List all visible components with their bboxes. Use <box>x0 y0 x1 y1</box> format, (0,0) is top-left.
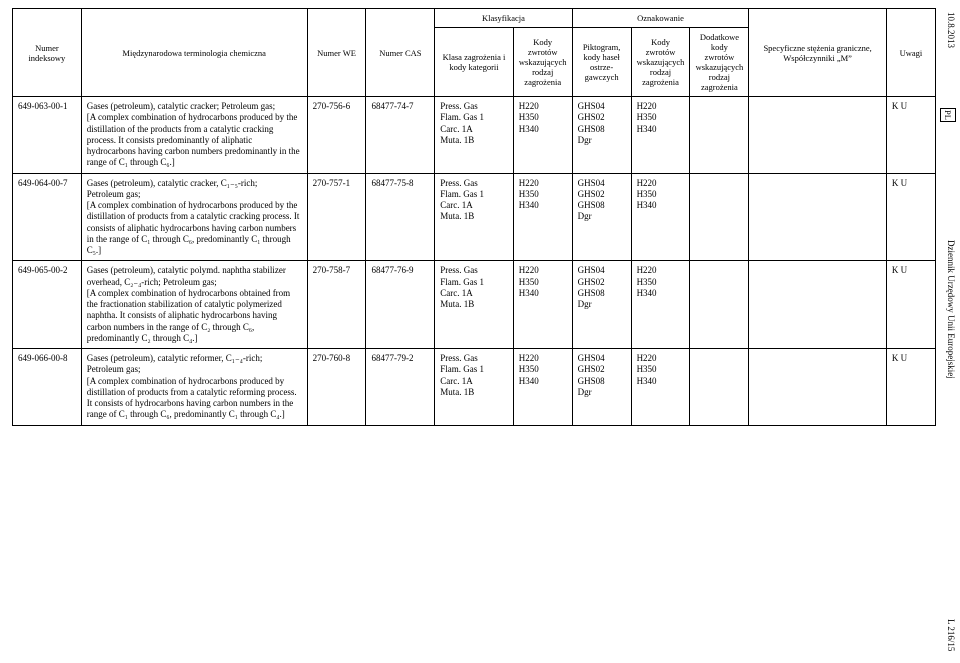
cell-kody1: H220H350H340 <box>513 97 572 174</box>
cell-uwagi: K U <box>886 349 935 426</box>
table-row: 649-064-00-7Gases (petroleum), catalytic… <box>13 173 936 261</box>
cell-term: Gases (petroleum), catalytic cracker, C₁… <box>81 173 307 261</box>
cell-kody1: H220H350H340 <box>513 261 572 349</box>
cell-idx: 649-065-00-2 <box>13 261 82 349</box>
cell-cas: 68477-79-2 <box>366 349 435 426</box>
cell-we: 270-760-8 <box>307 349 366 426</box>
cell-kody1: H220H350H340 <box>513 173 572 261</box>
cell-spec <box>749 349 886 426</box>
cell-klasa: Press. GasFlam. Gas 1Carc. 1AMuta. 1B <box>435 261 514 349</box>
cell-pikt: GHS04GHS02GHS08Dgr <box>572 173 631 261</box>
cell-kody2: H220H350H340 <box>631 349 690 426</box>
cell-spec <box>749 173 886 261</box>
hdr-spec: Specyficzne stężenia graniczne, Współczy… <box>749 9 886 97</box>
cell-we: 270-756-6 <box>307 97 366 174</box>
cell-uwagi: K U <box>886 173 935 261</box>
margin-lang: PL <box>940 108 956 122</box>
cell-we: 270-758-7 <box>307 261 366 349</box>
hdr-term: Międzynarodowa terminologia chemiczna <box>81 9 307 97</box>
cell-cas: 68477-76-9 <box>366 261 435 349</box>
cell-idx: 649-066-00-8 <box>13 349 82 426</box>
cell-term: Gases (petroleum), catalytic polymd. nap… <box>81 261 307 349</box>
cell-dod <box>690 97 749 174</box>
cell-cas: 68477-75-8 <box>366 173 435 261</box>
cell-spec <box>749 261 886 349</box>
cell-idx: 649-064-00-7 <box>13 173 82 261</box>
margin-page: L 216/15 <box>946 619 956 651</box>
hdr-we: Numer WE <box>307 9 366 97</box>
hdr-klasa: Klasa zagrożenia i kody kategorii <box>435 28 514 97</box>
cell-dod <box>690 173 749 261</box>
cell-kody2: H220H350H340 <box>631 173 690 261</box>
cell-term: Gases (petroleum), catalytic cracker; Pe… <box>81 97 307 174</box>
cell-cas: 68477-74-7 <box>366 97 435 174</box>
hdr-oznakowanie: Oznakowanie <box>572 9 749 28</box>
cell-we: 270-757-1 <box>307 173 366 261</box>
cell-kody2: H220H350H340 <box>631 261 690 349</box>
hdr-cas: Numer CAS <box>366 9 435 97</box>
cell-klasa: Press. GasFlam. Gas 1Carc. 1AMuta. 1B <box>435 97 514 174</box>
hdr-kody2: Kody zwrotów wskazujących rodzaj zagroże… <box>631 28 690 97</box>
cell-spec <box>749 97 886 174</box>
cell-term: Gases (petroleum), catalytic reformer, C… <box>81 349 307 426</box>
table-body: 649-063-00-1Gases (petroleum), catalytic… <box>13 97 936 426</box>
hdr-kody1: Kody zwrotów wskazujących rodzaj zagroże… <box>513 28 572 97</box>
hdr-idx: Numer indeksowy <box>13 9 82 97</box>
table-row: 649-063-00-1Gases (petroleum), catalytic… <box>13 97 936 174</box>
substances-table: Numer indeksowy Międzynarodowa terminolo… <box>12 8 936 426</box>
table-row: 649-065-00-2Gases (petroleum), catalytic… <box>13 261 936 349</box>
cell-kody2: H220H350H340 <box>631 97 690 174</box>
cell-klasa: Press. GasFlam. Gas 1Carc. 1AMuta. 1B <box>435 349 514 426</box>
cell-uwagi: K U <box>886 261 935 349</box>
cell-pikt: GHS04GHS02GHS08Dgr <box>572 97 631 174</box>
margin-date: 10.8.2013 <box>946 12 956 48</box>
cell-pikt: GHS04GHS02GHS08Dgr <box>572 261 631 349</box>
cell-kody1: H220H350H340 <box>513 349 572 426</box>
table-row: 649-066-00-8Gases (petroleum), catalytic… <box>13 349 936 426</box>
hdr-uwagi: Uwagi <box>886 9 935 97</box>
cell-dod <box>690 349 749 426</box>
hdr-dod: Dodatkowe kody zwrotów wskazujących rodz… <box>690 28 749 97</box>
cell-idx: 649-063-00-1 <box>13 97 82 174</box>
hdr-pikt: Piktogram, kody haseł ostrze­gawczych <box>572 28 631 97</box>
margin-journal: Dziennik Urzędowy Unii Europejskiej <box>946 240 956 379</box>
table-header: Numer indeksowy Międzynarodowa terminolo… <box>13 9 936 97</box>
cell-uwagi: K U <box>886 97 935 174</box>
cell-klasa: Press. GasFlam. Gas 1Carc. 1AMuta. 1B <box>435 173 514 261</box>
cell-pikt: GHS04GHS02GHS08Dgr <box>572 349 631 426</box>
hdr-klasyfikacja: Klasyfikacja <box>435 9 572 28</box>
cell-dod <box>690 261 749 349</box>
